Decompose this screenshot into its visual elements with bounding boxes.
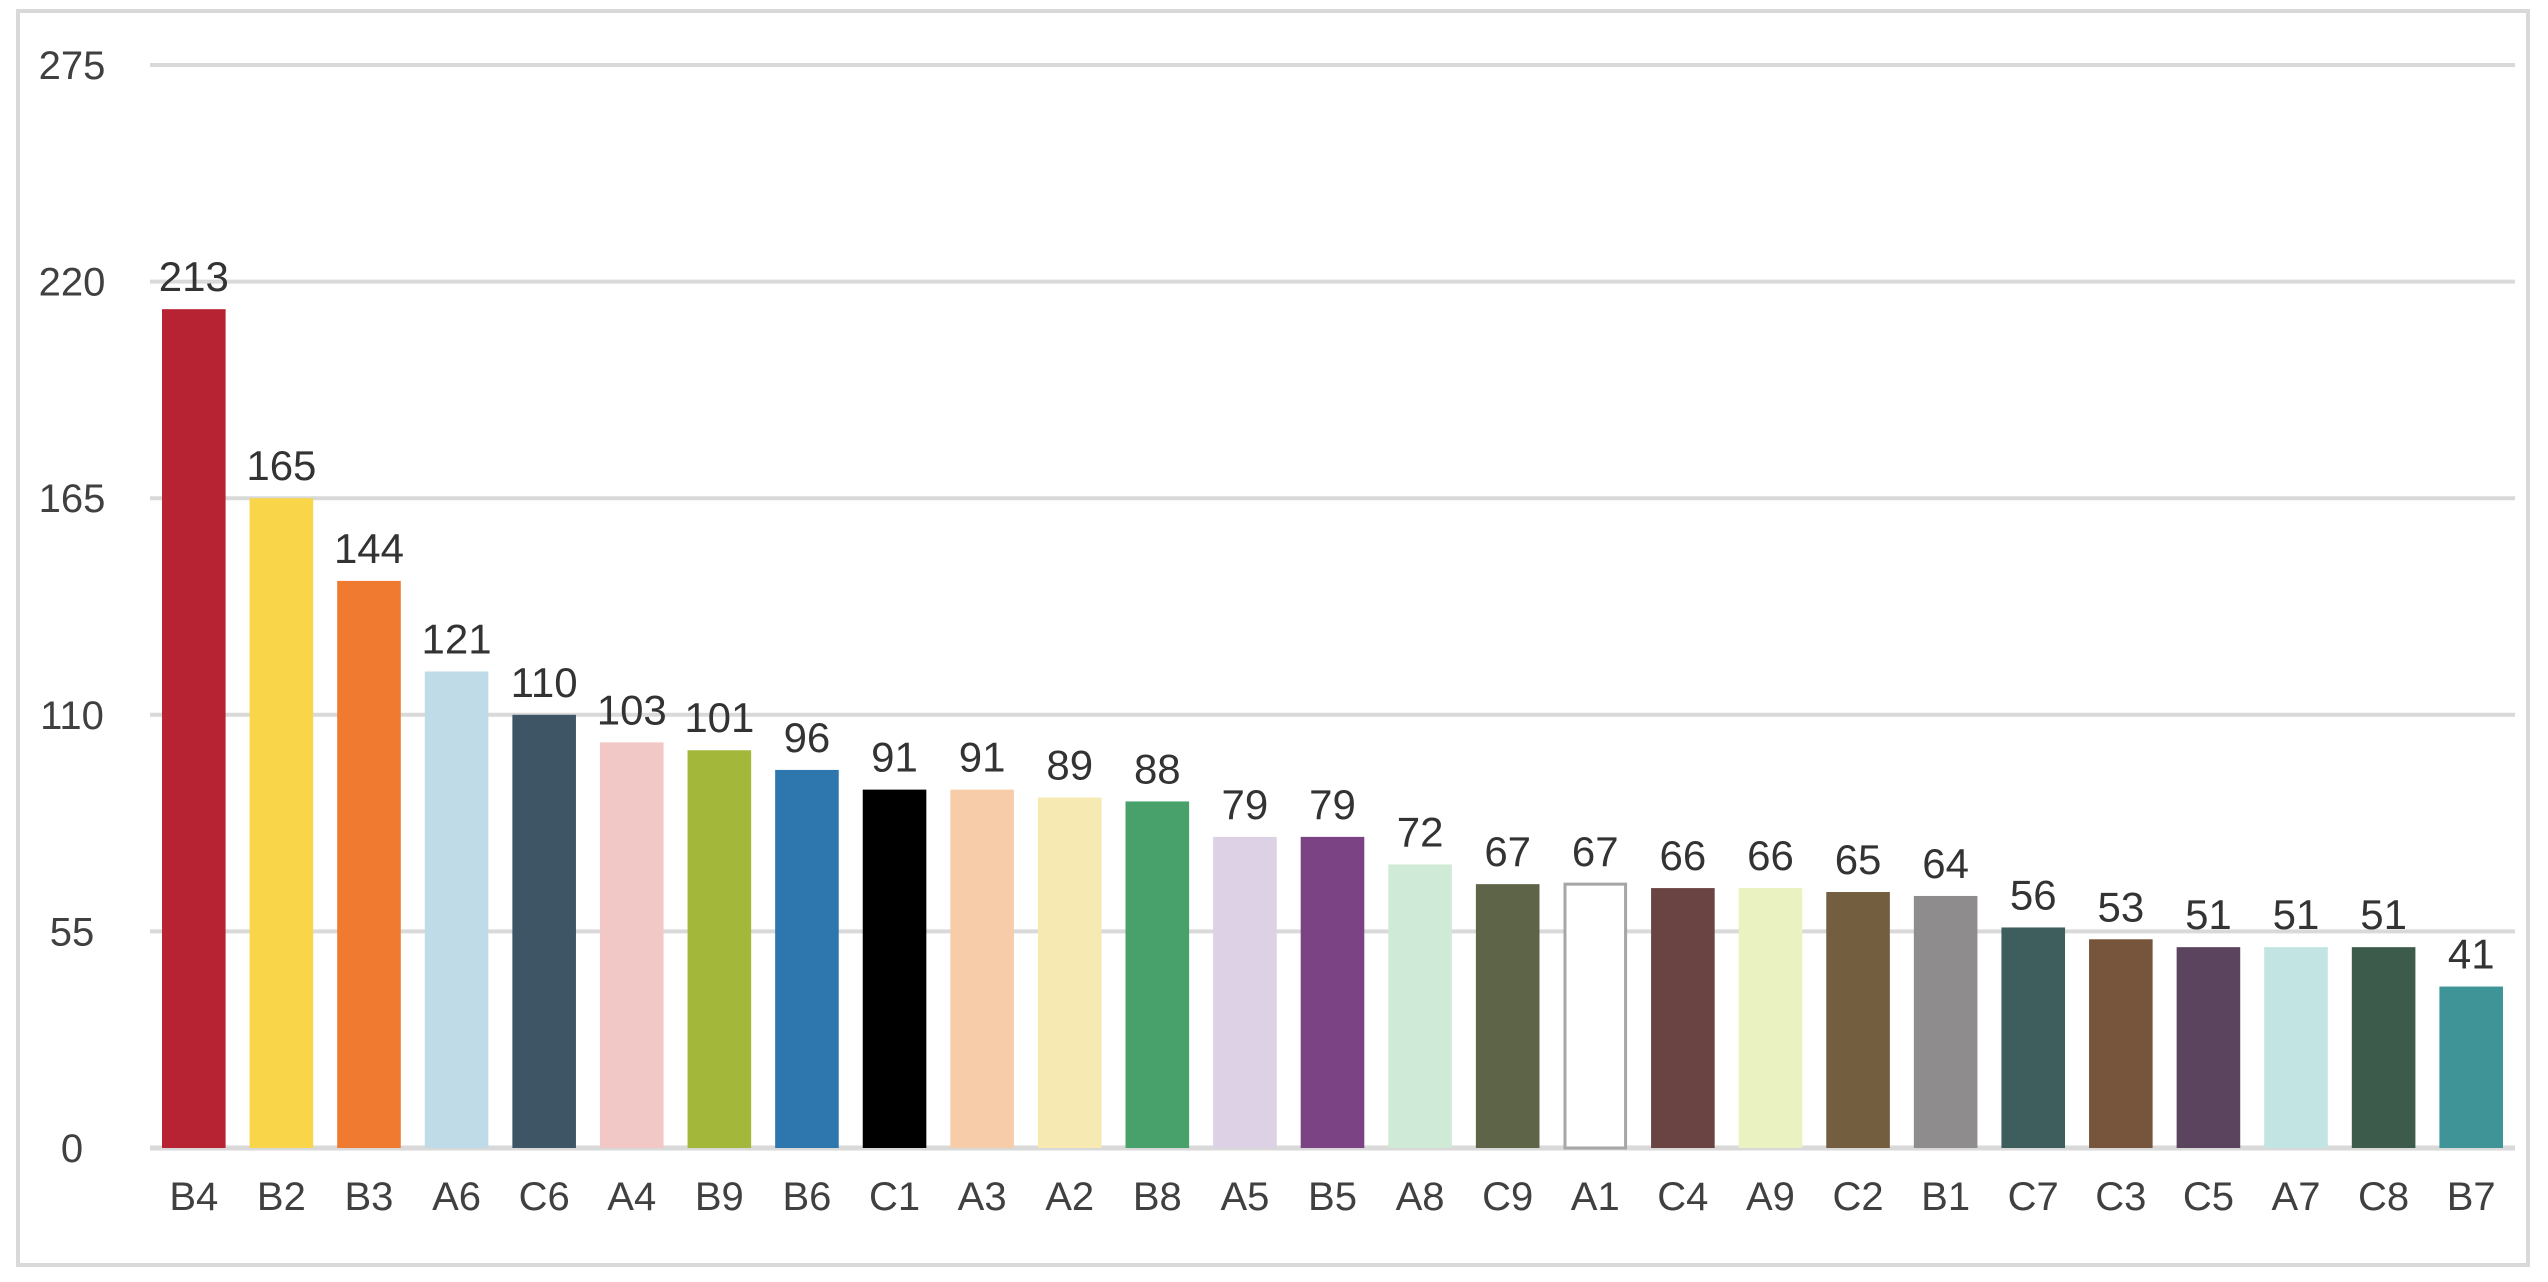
bar-C6 bbox=[512, 714, 576, 1148]
bar-A8 bbox=[1388, 864, 1452, 1148]
bar-A2 bbox=[1037, 797, 1102, 1148]
bar-C7 bbox=[2001, 927, 2066, 1148]
value-label: 66 bbox=[1747, 832, 1794, 879]
bar-B8 bbox=[1125, 801, 1190, 1148]
value-label: 79 bbox=[1222, 781, 1269, 828]
x-tick-label: B5 bbox=[1308, 1175, 1357, 1219]
value-label: 51 bbox=[2360, 891, 2407, 938]
y-axis-ticks: 0 55 110 165 220 275 bbox=[39, 44, 106, 1171]
value-label: 66 bbox=[1660, 832, 1707, 879]
x-tick-label: B3 bbox=[345, 1175, 394, 1219]
y-tick-label: 0 bbox=[61, 1127, 83, 1171]
bar-C5 bbox=[2176, 947, 2241, 1148]
value-label: 72 bbox=[1397, 808, 1444, 855]
y-tick-label: 55 bbox=[50, 910, 95, 954]
bar-A9 bbox=[1738, 888, 1803, 1148]
x-tick-label: B9 bbox=[695, 1175, 744, 1219]
bar-A1 bbox=[1563, 882, 1628, 1150]
value-label: 53 bbox=[2097, 883, 2144, 930]
x-tick-label: C7 bbox=[2008, 1175, 2059, 1219]
value-labels: 213 165 144 121 110 103 101 96 91 91 89 88 79 79 72 67 6… bbox=[159, 253, 2495, 977]
value-label: 96 bbox=[784, 714, 831, 761]
bar-A4 bbox=[599, 742, 664, 1148]
bar-B3 bbox=[337, 580, 401, 1148]
x-tick-label: B2 bbox=[257, 1175, 306, 1219]
bar-C9 bbox=[1475, 884, 1540, 1148]
value-label: 51 bbox=[2273, 891, 2320, 938]
y-tick-label: 110 bbox=[40, 694, 104, 738]
value-label: 121 bbox=[422, 615, 492, 662]
x-tick-label: A2 bbox=[1045, 1175, 1094, 1219]
bar-B6 bbox=[775, 769, 839, 1148]
y-tick-label: 165 bbox=[39, 477, 106, 521]
value-label: 65 bbox=[1835, 836, 1882, 883]
bar-A6 bbox=[424, 671, 489, 1148]
x-tick-label: B6 bbox=[782, 1175, 831, 1219]
value-label: 144 bbox=[334, 525, 404, 572]
x-tick-label: C2 bbox=[1832, 1175, 1883, 1219]
bar-C1 bbox=[862, 789, 927, 1148]
x-tick-label: A3 bbox=[958, 1175, 1007, 1219]
bar-C3 bbox=[2089, 939, 2153, 1148]
y-tick-label: 275 bbox=[39, 44, 106, 88]
x-tick-label: C3 bbox=[2095, 1175, 2146, 1219]
value-label: 79 bbox=[1309, 781, 1356, 828]
value-label: 67 bbox=[1484, 828, 1531, 875]
x-tick-label: C5 bbox=[2183, 1175, 2234, 1219]
bar-B2 bbox=[249, 498, 314, 1148]
x-tick-label: C9 bbox=[1482, 1175, 1533, 1219]
value-label: 110 bbox=[511, 659, 578, 706]
x-tick-label: C4 bbox=[1657, 1175, 1708, 1219]
bar-C8 bbox=[2351, 947, 2416, 1148]
bar-B4 bbox=[162, 309, 226, 1149]
value-label: 41 bbox=[2448, 931, 2495, 978]
value-label: 103 bbox=[597, 686, 667, 733]
value-label: 101 bbox=[684, 694, 754, 741]
value-label: 88 bbox=[1134, 745, 1181, 792]
x-tick-label: A8 bbox=[1396, 1175, 1445, 1219]
bar-A5 bbox=[1213, 836, 1277, 1148]
x-tick-label: C8 bbox=[2358, 1175, 2409, 1219]
x-tick-label: B8 bbox=[1133, 1175, 1182, 1219]
x-tick-label: C6 bbox=[519, 1175, 570, 1219]
y-tick-label: 220 bbox=[39, 261, 106, 305]
bar-B9 bbox=[687, 750, 752, 1148]
value-label: 91 bbox=[871, 734, 918, 781]
value-label: 89 bbox=[1046, 742, 1093, 789]
x-tick-label: B4 bbox=[169, 1175, 218, 1219]
x-tick-label: A1 bbox=[1571, 1175, 1620, 1219]
value-label: 213 bbox=[159, 253, 229, 300]
x-tick-label: B7 bbox=[2447, 1175, 2496, 1219]
x-tick-label: A7 bbox=[2272, 1175, 2321, 1219]
x-tick-label: A4 bbox=[607, 1175, 656, 1219]
bar-B5 bbox=[1300, 836, 1365, 1148]
bar-C4 bbox=[1651, 888, 1715, 1148]
bars bbox=[162, 309, 2503, 1150]
bar-A7 bbox=[2264, 947, 2328, 1148]
value-label: 64 bbox=[1922, 840, 1969, 887]
x-axis-ticks: B4 B2 B3 A6 C6 A4 B9 B6 C1 A3 A2 B8 A5 B5 A8 C9 A1 C4 A9 C2… bbox=[169, 1175, 2495, 1219]
value-label: 67 bbox=[1572, 828, 1619, 875]
value-label: 91 bbox=[959, 734, 1006, 781]
x-tick-label: A5 bbox=[1220, 1175, 1269, 1219]
value-label: 165 bbox=[246, 442, 316, 489]
bar-B1 bbox=[1913, 895, 1978, 1148]
x-tick-label: A6 bbox=[432, 1175, 481, 1219]
x-tick-label: B1 bbox=[1921, 1175, 1970, 1219]
bar-A3 bbox=[950, 789, 1014, 1148]
bar-C2 bbox=[1826, 892, 1890, 1148]
value-label: 51 bbox=[2185, 891, 2232, 938]
x-tick-label: A9 bbox=[1746, 1175, 1795, 1219]
value-label: 56 bbox=[2010, 871, 2057, 918]
bar-B7 bbox=[2439, 986, 2503, 1148]
x-tick-label: C1 bbox=[869, 1175, 920, 1219]
